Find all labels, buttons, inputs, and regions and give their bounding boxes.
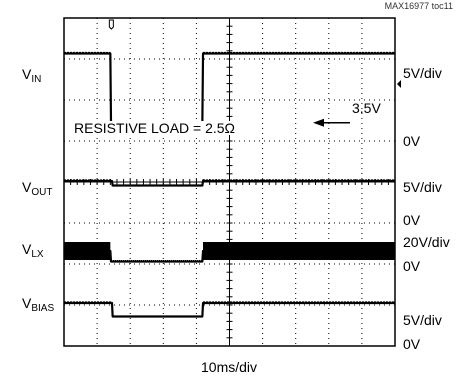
vin-level-marker [313,119,350,127]
trigger-level-icon [397,80,401,88]
vout-scale-label: 5V/div [403,180,442,194]
switching-noise-band [203,242,395,260]
channel-label-vin: VIN [22,67,41,85]
vbias-scale-label: 5V/div [403,313,442,327]
channel-label-vout: VOUT [22,180,52,198]
switching-noise-band [64,242,110,260]
trigger-marker-icon [109,20,113,29]
vout-zero-label: 0V [403,213,420,227]
vbias-zero-label: 0V [403,337,420,351]
figure-id: MAX16977 toc11 [385,2,453,11]
time-scale-label: 10ms/div [201,360,257,374]
vlx-zero-label: 0V [403,259,420,273]
arrow-head-icon [313,119,324,127]
vin-zero-label: 0V [403,134,420,148]
resistive-load-annotation: RESISTIVE LOAD = 2.5Ω [72,121,237,135]
vlx-scale-label: 20V/div [403,235,450,249]
channel-label-vlx: VLX [22,242,44,260]
vin-level-annotation: 3.5V [352,101,381,115]
vin-scale-label: 5V/div [403,66,442,80]
channel-label-vbias: VBIAS [22,296,54,314]
